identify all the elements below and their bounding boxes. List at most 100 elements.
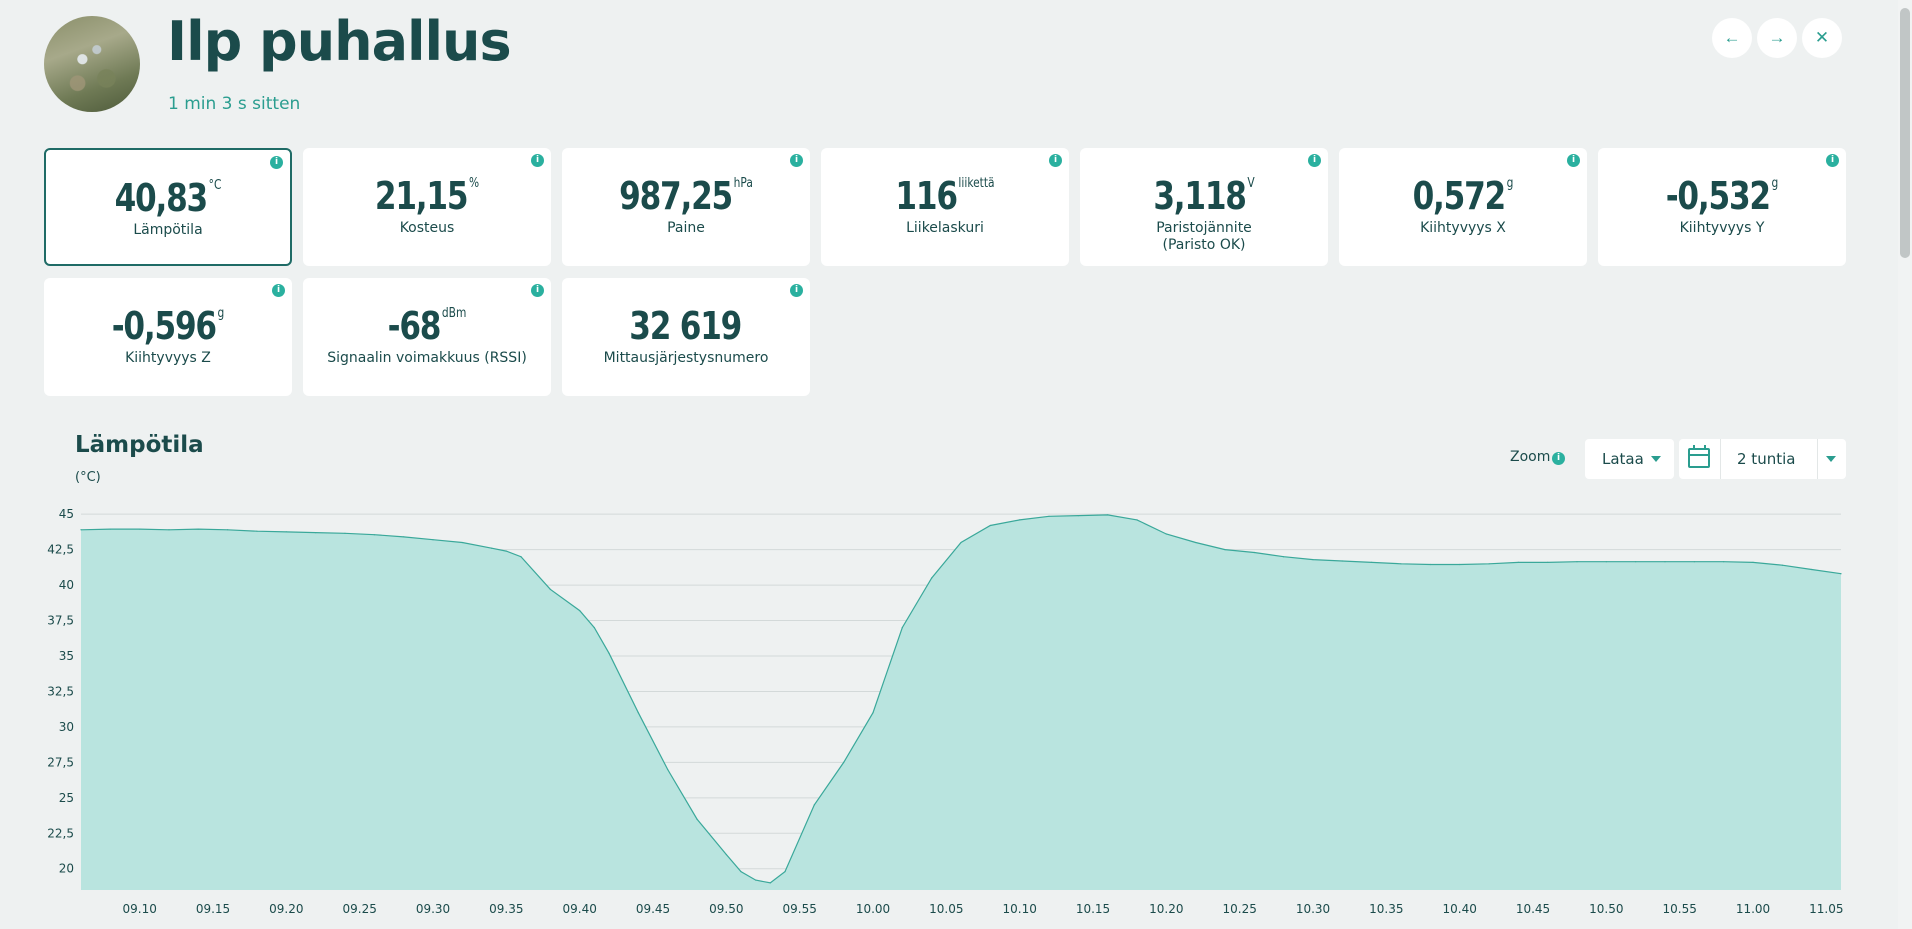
data-point bbox=[1165, 533, 1167, 535]
data-point bbox=[520, 556, 522, 558]
sensor-card-battery[interactable]: i 3,118 V Paristojännite (Paristo OK) bbox=[1080, 148, 1328, 266]
sensor-card-sequence[interactable]: i 32 619 Mittausjärjestysnumero bbox=[562, 278, 810, 396]
card-label: Kosteus bbox=[399, 220, 455, 236]
sensor-card-temperature[interactable]: i 40,83 °C Lämpötila bbox=[44, 148, 292, 266]
card-label: Paine bbox=[667, 220, 705, 236]
card-value: 40,83 °C bbox=[114, 176, 222, 220]
download-dropdown[interactable]: Lataa bbox=[1585, 439, 1674, 479]
close-icon: ✕ bbox=[1814, 28, 1830, 47]
x-tick-label: 10.50 bbox=[1589, 902, 1623, 916]
card-value: 32 619 bbox=[629, 304, 742, 348]
data-point bbox=[593, 627, 595, 629]
data-point bbox=[813, 804, 815, 806]
data-point bbox=[1635, 561, 1637, 563]
arrow-right-icon: → bbox=[1768, 28, 1786, 47]
data-point bbox=[373, 534, 375, 536]
data-point bbox=[1283, 556, 1285, 558]
sensor-card-accel-z[interactable]: i -0,596 g Kiihtyvyys Z bbox=[44, 278, 292, 396]
zoom-info-icon[interactable]: i bbox=[1552, 452, 1565, 465]
card-label: Kiihtyvyys Y bbox=[1679, 220, 1765, 236]
x-tick-label: 10.30 bbox=[1296, 902, 1330, 916]
data-point bbox=[960, 541, 962, 544]
x-tick-label: 10.45 bbox=[1516, 902, 1550, 916]
sensor-card-rssi[interactable]: i -68 dBm Signaalin voimakkuus (RSSI) bbox=[303, 278, 551, 396]
data-point bbox=[227, 529, 229, 531]
data-point bbox=[784, 870, 786, 873]
x-tick-label: 09.20 bbox=[269, 902, 303, 916]
data-point bbox=[1195, 541, 1197, 544]
info-icon[interactable]: i bbox=[1308, 154, 1321, 167]
data-point bbox=[579, 610, 581, 612]
data-point bbox=[1576, 561, 1578, 563]
arrow-left-icon: ← bbox=[1723, 28, 1741, 47]
data-point bbox=[1517, 561, 1519, 564]
data-point bbox=[549, 588, 551, 590]
x-tick-label: 11.00 bbox=[1736, 902, 1770, 916]
x-tick-label: 09.10 bbox=[122, 902, 156, 916]
info-icon[interactable]: i bbox=[1567, 154, 1580, 167]
data-point bbox=[1664, 561, 1666, 563]
data-point bbox=[1107, 514, 1109, 516]
info-icon[interactable]: i bbox=[1826, 154, 1839, 167]
card-value: 116 liikettä bbox=[895, 174, 995, 218]
scrollbar-thumb[interactable] bbox=[1900, 8, 1910, 258]
x-tick-label: 11.05 bbox=[1809, 902, 1843, 916]
sensor-card-humidity[interactable]: i 21,15% Kosteus bbox=[303, 148, 551, 266]
card-value: -0,596 g bbox=[111, 304, 225, 348]
y-tick-label: 32,5 bbox=[47, 684, 74, 698]
calendar-icon[interactable] bbox=[1688, 445, 1710, 468]
y-tick-label: 35 bbox=[59, 649, 74, 663]
data-point bbox=[1752, 561, 1754, 564]
sensor-card-pressure[interactable]: i 987,25 hPa Paine bbox=[562, 148, 810, 266]
y-tick-label: 22,5 bbox=[47, 826, 74, 840]
data-point bbox=[901, 627, 903, 629]
data-point bbox=[505, 550, 507, 552]
previous-button[interactable]: ← bbox=[1712, 18, 1752, 58]
data-point bbox=[1400, 563, 1402, 565]
time-range-label: 2 tuntia bbox=[1737, 450, 1796, 468]
data-point bbox=[1693, 561, 1695, 563]
card-label: Paristojännite (Paristo OK) bbox=[1156, 220, 1252, 253]
data-point bbox=[1811, 568, 1813, 571]
data-point bbox=[285, 531, 287, 533]
device-avatar bbox=[44, 16, 140, 112]
sensor-card-accel-x[interactable]: i 0,572 g Kiihtyvyys X bbox=[1339, 148, 1587, 266]
data-point bbox=[1019, 519, 1021, 521]
page-title: Ilp puhallus bbox=[167, 10, 512, 73]
info-icon[interactable]: i bbox=[1049, 154, 1062, 167]
x-tick-label: 09.40 bbox=[562, 902, 596, 916]
data-point bbox=[1224, 549, 1226, 551]
sensor-card-movement[interactable]: i 116 liikettä Liikelaskuri bbox=[821, 148, 1069, 266]
data-point bbox=[769, 882, 771, 884]
divider bbox=[1720, 439, 1721, 479]
y-tick-label: 30 bbox=[59, 720, 74, 734]
scrollbar[interactable] bbox=[1898, 0, 1912, 929]
x-tick-label: 09.30 bbox=[416, 902, 450, 916]
sensor-card-accel-y[interactable]: i -0,532 g Kiihtyvyys Y bbox=[1598, 148, 1846, 266]
data-point bbox=[608, 652, 610, 654]
caret-down-icon[interactable] bbox=[1826, 456, 1836, 462]
y-tick-label: 25 bbox=[59, 791, 74, 805]
data-point bbox=[725, 853, 727, 856]
info-icon[interactable]: i bbox=[790, 154, 803, 167]
info-icon[interactable]: i bbox=[790, 284, 803, 297]
card-label: Mittausjärjestysnumero bbox=[603, 350, 769, 366]
info-icon[interactable]: i bbox=[272, 284, 285, 297]
card-value: -68 dBm bbox=[387, 304, 467, 348]
time-range-selector[interactable]: 2 tuntia bbox=[1679, 439, 1846, 479]
caret-down-icon bbox=[1650, 456, 1661, 462]
card-value: 3,118 V bbox=[1153, 174, 1255, 218]
next-button[interactable]: → bbox=[1757, 18, 1797, 58]
data-point bbox=[461, 541, 463, 544]
info-icon[interactable]: i bbox=[270, 156, 283, 169]
data-point bbox=[139, 528, 141, 530]
info-icon[interactable]: i bbox=[531, 284, 544, 297]
info-icon[interactable]: i bbox=[531, 154, 544, 167]
data-point bbox=[403, 536, 405, 538]
close-button[interactable]: ✕ bbox=[1802, 18, 1842, 58]
data-point bbox=[696, 818, 698, 820]
card-label: Lämpötila bbox=[133, 222, 203, 238]
data-point bbox=[1136, 519, 1138, 521]
y-tick-label: 20 bbox=[59, 862, 74, 876]
data-point bbox=[1429, 563, 1431, 566]
